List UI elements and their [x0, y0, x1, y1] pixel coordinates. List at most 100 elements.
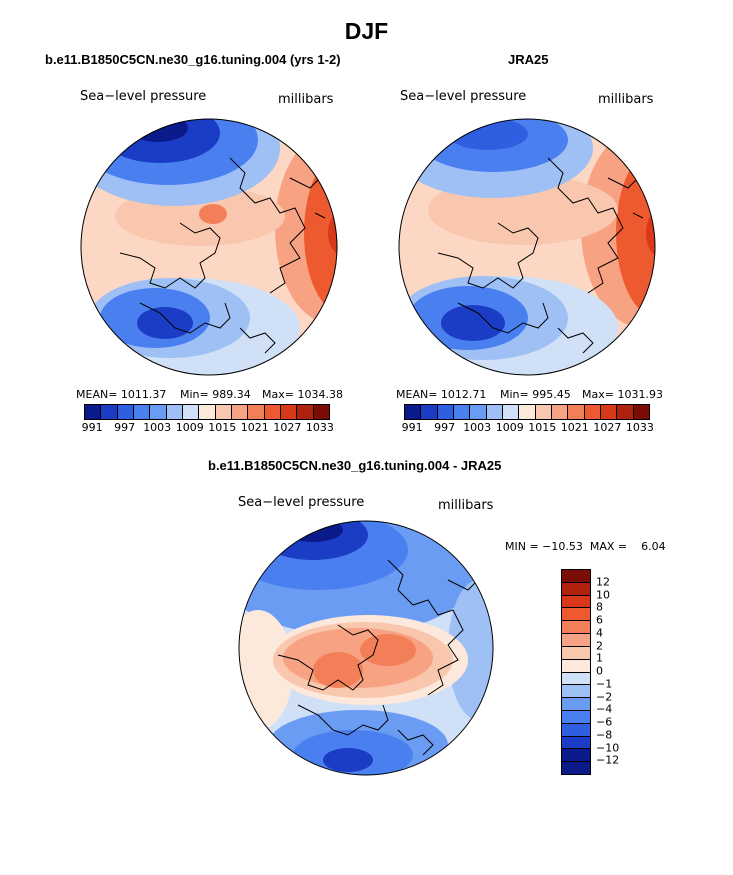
polar-map-obs [398, 118, 656, 376]
colorbar-labels-obs: 991 997 1003 1009 1015 1021 1027 1033 [401, 421, 654, 435]
colorbar-tick-label: 1033 [305, 421, 334, 434]
colorbar-swatch [280, 405, 298, 419]
colorbar-swatch [150, 405, 167, 419]
stats-max-obs: Max= 1031.93 [582, 388, 663, 401]
colorbar-tick-label: 0 [596, 664, 603, 678]
colorbar-tick-label: 6 [596, 613, 603, 627]
colorbar-tick-label: 10 [596, 588, 610, 601]
stats-minmax-diff: MIN = −10.53 MAX = 6.04 [505, 540, 666, 553]
colorbar-swatch [231, 405, 249, 419]
colorbar-swatch [562, 646, 590, 660]
colorbar-swatch [199, 405, 216, 419]
colorbar-swatch [502, 405, 520, 419]
colorbar-tick-label: 1027 [273, 421, 302, 434]
polar-map-model [80, 118, 338, 376]
colorbar-tick-label: 1021 [560, 421, 589, 434]
units-label-model: millibars [278, 92, 334, 107]
colorbar-tick-label: 1009 [495, 421, 524, 434]
colorbar-swatch [562, 723, 590, 737]
colorbar-tick-label: 1021 [240, 421, 269, 434]
colorbar-labels-model: 991 997 1003 1009 1015 1021 1027 1033 [82, 421, 334, 435]
colorbar-swatch [215, 405, 232, 419]
colorbar-swatch [248, 405, 265, 419]
colorbar-tick-label: 8 [596, 600, 603, 614]
colorbar-tick-label: 2 [596, 639, 603, 652]
variable-label-diff: Sea−level pressure [238, 495, 365, 510]
colorbar-tick-label: 991 [401, 421, 423, 434]
colorbar-labels-diff: 12 10 8 6 4 2 1 0 −1 −2 −4 −6 −8 −10 −12 [596, 569, 636, 773]
colorbar-swatch [568, 405, 585, 419]
colorbar-tick-label: 1 [596, 651, 603, 665]
colorbar-swatch [562, 710, 590, 724]
colorbar-tick-label: −10 [596, 741, 620, 754]
colorbar-model [84, 404, 330, 420]
colorbar-swatch [470, 405, 487, 419]
panel-title-diff: b.e11.B1850C5CN.ne30_g16.tuning.004 - JR… [208, 458, 502, 473]
colorbar-swatch [617, 405, 634, 419]
colorbar-tick-label: 1003 [143, 421, 172, 434]
figure-title: DJF [344, 18, 389, 44]
colorbar-swatch [117, 405, 134, 419]
colorbar-swatch [166, 405, 183, 419]
colorbar-swatch [562, 621, 590, 635]
variable-label-obs: Sea−level pressure [400, 89, 527, 104]
colorbar-swatch [562, 570, 590, 583]
colorbar-swatch [264, 405, 281, 419]
colorbar-tick-label: 4 [596, 626, 603, 640]
colorbar-swatch [562, 685, 590, 699]
colorbar-tick-label: 1009 [175, 421, 204, 434]
colorbar-tick-label: −4 [596, 702, 613, 716]
stats-mean-model: MEAN= 1011.37 [76, 388, 167, 401]
polar-map-diff [238, 520, 494, 776]
colorbar-swatch [421, 405, 438, 419]
colorbar-swatch [133, 405, 151, 419]
variable-label-model: Sea−level pressure [80, 89, 207, 104]
colorbar-tick-label: 997 [434, 421, 456, 434]
colorbar-swatch [551, 405, 569, 419]
colorbar-swatch [562, 762, 590, 774]
colorbar-swatch [562, 659, 590, 673]
colorbar-obs [404, 404, 650, 420]
colorbar-swatch [313, 405, 329, 419]
colorbar-tick-label: −12 [596, 753, 620, 767]
stats-min-obs: Min= 995.45 [500, 388, 571, 401]
colorbar-swatch [519, 405, 536, 419]
colorbar-tick-label: −1 [596, 677, 613, 691]
colorbar-swatch [405, 405, 422, 419]
colorbar-tick-label: 12 [596, 575, 610, 589]
colorbar-swatch [600, 405, 618, 419]
colorbar-swatch [101, 405, 118, 419]
colorbar-tick-label: 997 [114, 421, 136, 434]
colorbar-diff [561, 569, 591, 775]
colorbar-swatch [182, 405, 200, 419]
colorbar-swatch [437, 405, 454, 419]
colorbar-swatch [85, 405, 102, 419]
colorbar-tick-label: −8 [596, 728, 613, 742]
colorbar-tick-label: 1003 [463, 421, 492, 434]
colorbar-swatch [562, 672, 590, 686]
colorbar-swatch [633, 405, 649, 419]
colorbar-tick-label: 1033 [625, 421, 654, 434]
colorbar-swatch [562, 698, 590, 711]
units-label-obs: millibars [598, 92, 654, 107]
colorbar-swatch [562, 634, 590, 647]
colorbar-tick-label: −2 [596, 690, 613, 703]
colorbar-swatch [584, 405, 601, 419]
colorbar-swatch [562, 582, 590, 596]
colorbar-tick-label: 1015 [528, 421, 557, 434]
colorbar-swatch [453, 405, 471, 419]
stats-mean-obs: MEAN= 1012.71 [396, 388, 487, 401]
units-label-diff: millibars [438, 498, 494, 513]
colorbar-swatch [562, 749, 590, 763]
colorbar-swatch [297, 405, 314, 419]
stats-min-model: Min= 989.34 [180, 388, 251, 401]
colorbar-swatch [562, 595, 590, 609]
colorbar-tick-label: 1015 [208, 421, 237, 434]
colorbar-swatch [562, 608, 590, 622]
colorbar-swatch [535, 405, 552, 419]
colorbar-tick-label: 1027 [593, 421, 622, 434]
stats-max-model: Max= 1034.38 [262, 388, 343, 401]
panel-title-model: b.e11.B1850C5CN.ne30_g16.tuning.004 (yrs… [45, 52, 341, 67]
panel-title-obs: JRA25 [508, 52, 549, 67]
colorbar-swatch [562, 736, 590, 750]
